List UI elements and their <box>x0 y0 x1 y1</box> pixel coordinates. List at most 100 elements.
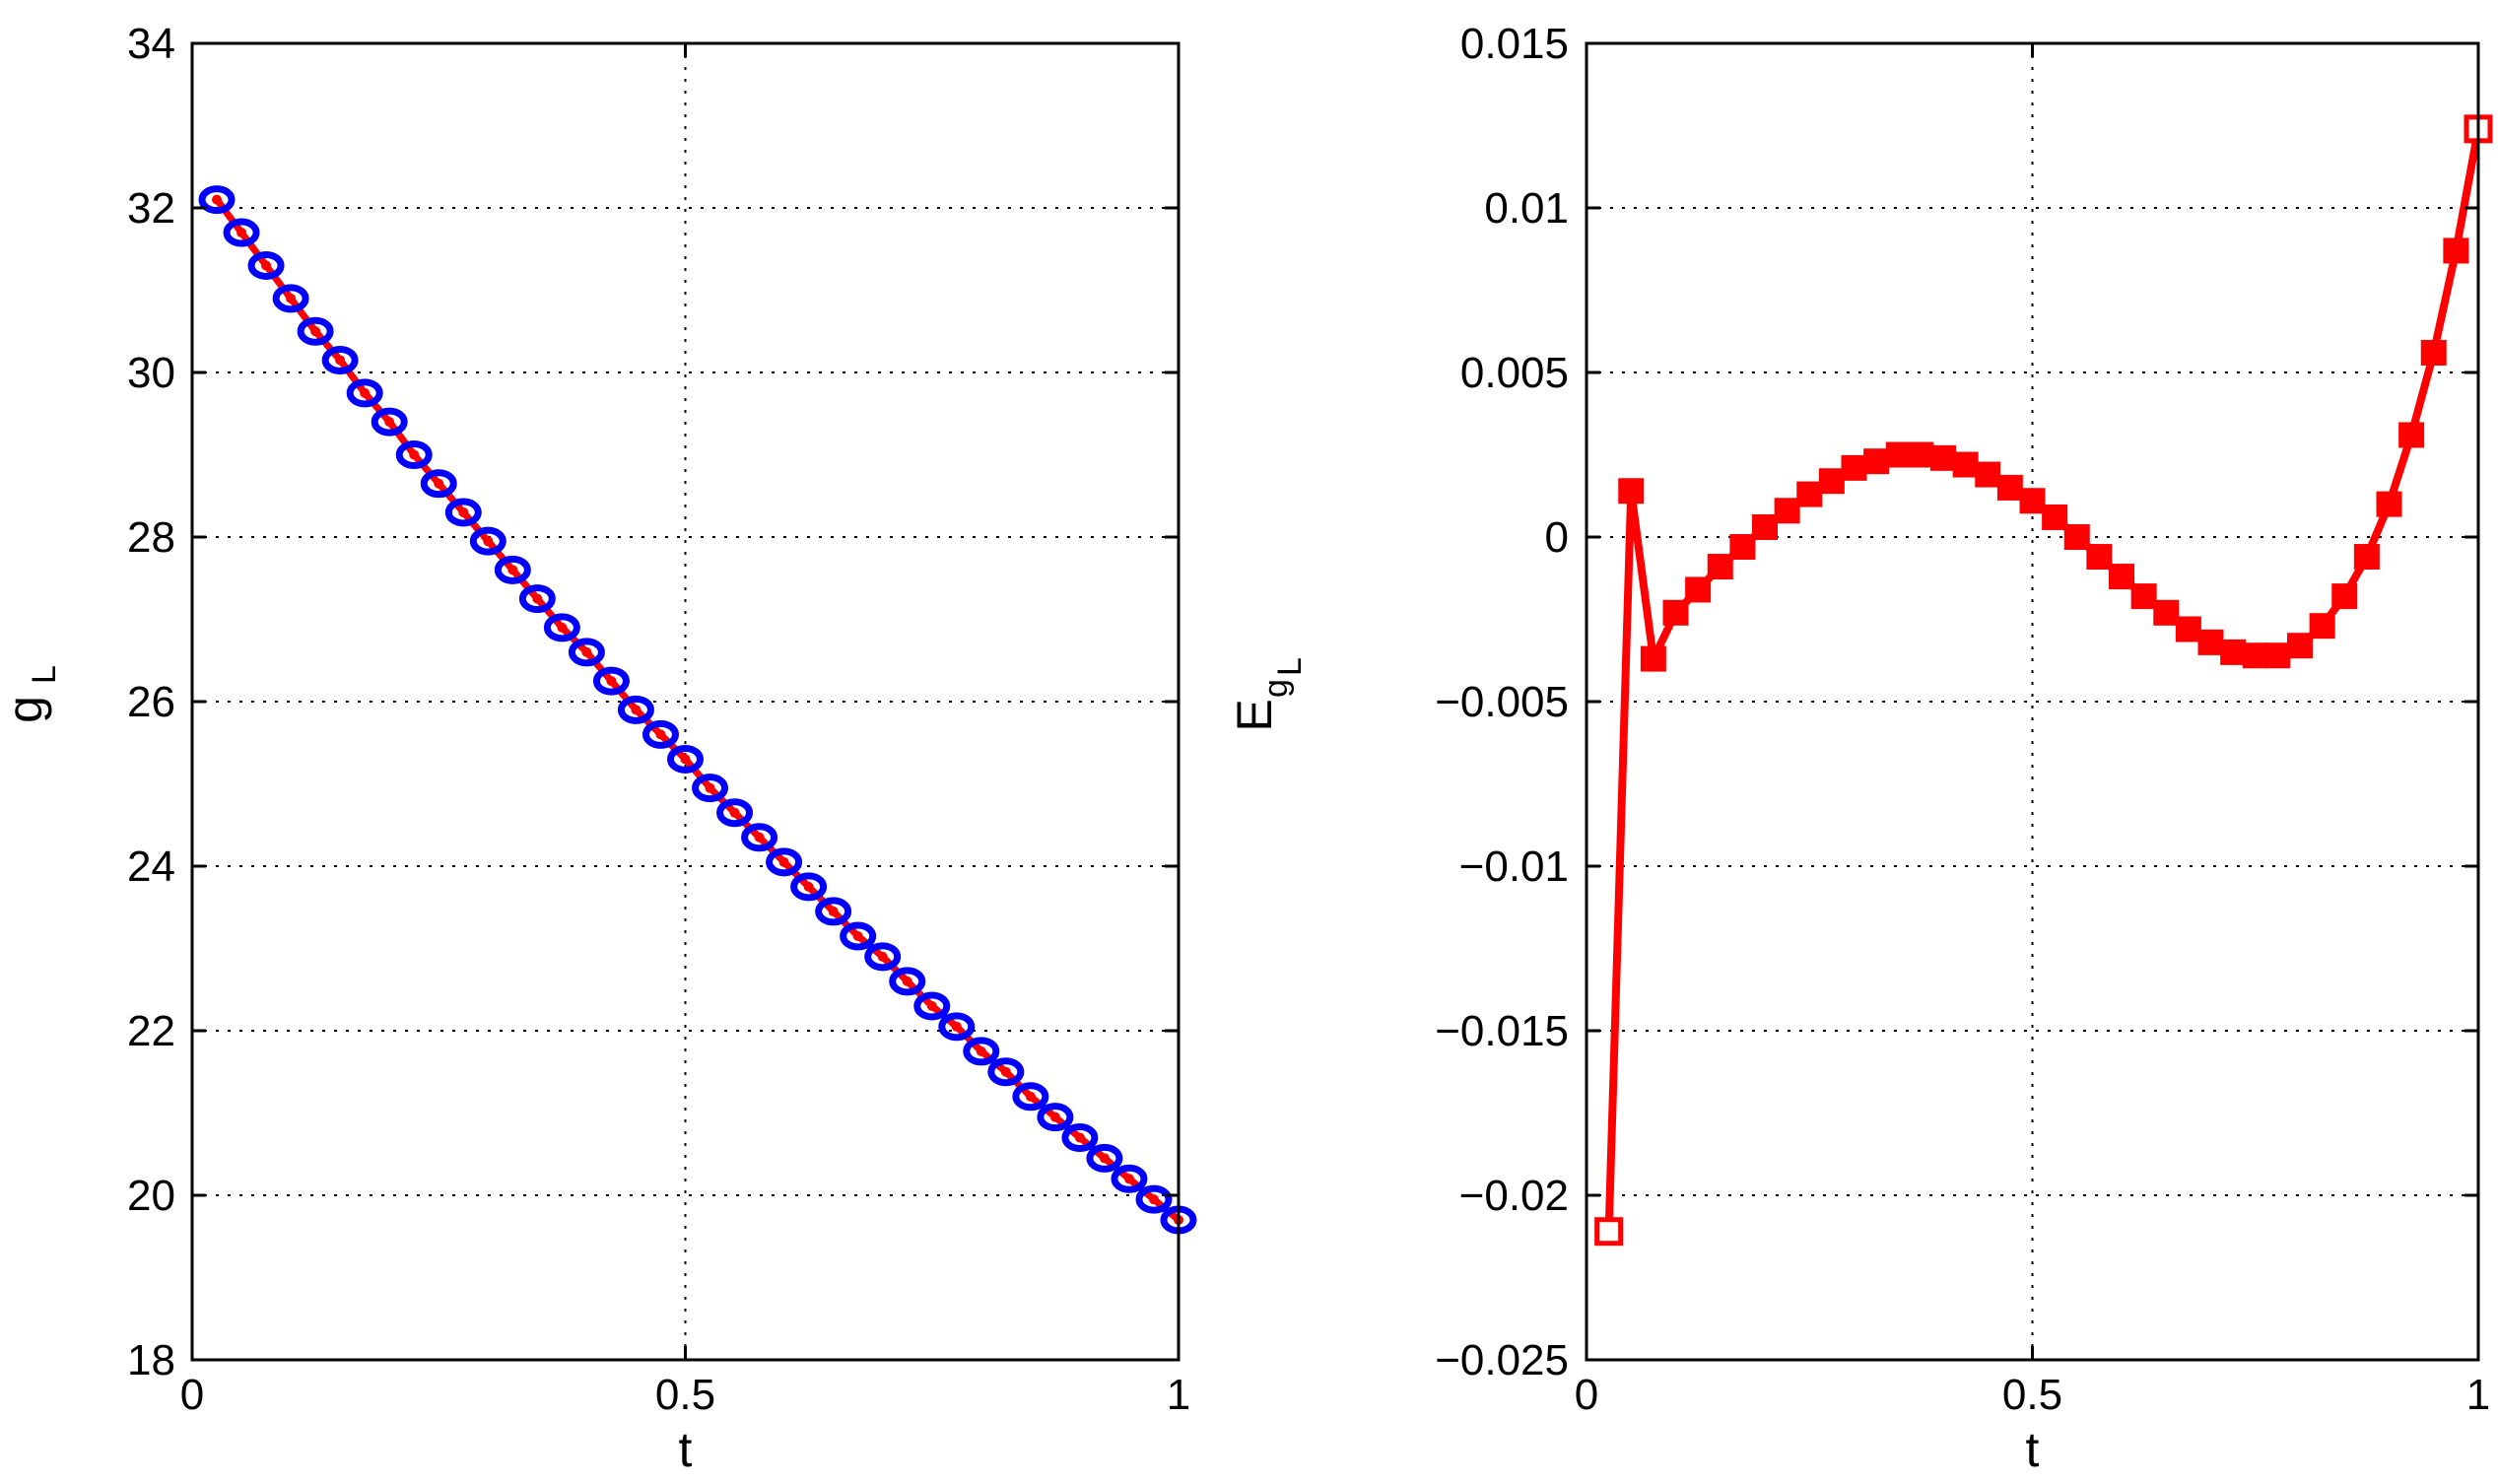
data-point-circle <box>864 942 902 972</box>
data-point-square <box>2153 599 2180 626</box>
data-point-dot <box>680 754 691 765</box>
y-tick-label: 0.005 <box>1460 349 1569 397</box>
data-point-square <box>1662 599 1689 626</box>
data-point-square <box>2353 544 2380 571</box>
y-tick-label: 18 <box>127 1336 175 1384</box>
data-point-square <box>2309 613 2335 640</box>
y-tick-label: 0.015 <box>1460 20 1569 68</box>
data-point-dot <box>261 260 272 271</box>
data-point-circle <box>766 847 803 877</box>
data-point-circle <box>469 526 506 556</box>
data-point-dot <box>581 646 592 657</box>
data-point-square <box>1818 468 1845 495</box>
data-point-circle <box>889 967 926 996</box>
data-point-dot <box>705 782 715 793</box>
data-point-square <box>1885 441 1912 468</box>
y-tick-label: −0.02 <box>1459 1172 1569 1220</box>
y-tick-label: −0.005 <box>1435 678 1569 726</box>
data-point-dot <box>384 417 395 428</box>
data-point-circle <box>1111 1164 1148 1193</box>
data-point-square <box>2063 524 2090 550</box>
data-point-square <box>2130 583 2157 610</box>
x-axis-label: t <box>679 1422 693 1477</box>
data-point-circle <box>494 555 531 584</box>
data-point-square <box>1685 576 1712 603</box>
data-point-circle <box>444 498 482 527</box>
series-line <box>214 197 1181 1223</box>
data-point-dot <box>976 1046 986 1056</box>
y-axis-label: gL <box>0 665 63 723</box>
data-point-dot <box>1025 1091 1036 1102</box>
y-axis-label: EgL <box>1227 657 1309 732</box>
y-tick-label: 30 <box>127 349 175 397</box>
x-axis-label: t <box>2026 1422 2040 1477</box>
data-point-dot <box>1123 1174 1134 1184</box>
data-point-circle <box>790 872 828 902</box>
y-axis-label-sub: L <box>26 665 63 684</box>
data-point-circle <box>272 284 309 313</box>
data-point-dot <box>852 930 863 941</box>
data-point-square <box>2287 633 2313 659</box>
data-point-dot <box>483 536 494 547</box>
y-axis-label-main: g <box>0 696 52 723</box>
data-point-circle <box>247 250 285 280</box>
x-tick-label: 0.5 <box>655 1371 715 1419</box>
data-point-circle <box>963 1037 1000 1066</box>
data-point-circle <box>1012 1082 1049 1112</box>
y-tick-label: 0 <box>1545 513 1569 562</box>
y-axis-label-main: E <box>1227 699 1282 731</box>
x-tick-label: 1 <box>1167 1371 1190 1419</box>
data-point-dot <box>409 449 420 460</box>
data-point-square <box>2242 642 2268 669</box>
data-point-square <box>1729 534 1756 561</box>
data-point-circle <box>346 378 383 408</box>
data-point-square <box>1908 441 1934 468</box>
data-point-circle <box>1135 1184 1173 1214</box>
data-point-square <box>2220 639 2247 665</box>
y-tick-label: −0.01 <box>1459 843 1569 891</box>
data-point-square <box>1640 645 1666 672</box>
data-point-dot <box>902 976 912 986</box>
data-point-dot <box>1074 1132 1085 1143</box>
data-point-square <box>2197 629 2224 655</box>
data-point-circle <box>617 695 654 724</box>
data-point-square <box>1841 454 1867 481</box>
data-point-circle <box>641 719 679 749</box>
data-point-dot <box>926 1000 937 1011</box>
data-point-dot <box>951 1021 962 1032</box>
data-point-dot <box>877 951 888 962</box>
y-tick-label: 0.01 <box>1484 184 1569 233</box>
data-point-circle <box>297 316 334 346</box>
y-tick-label: 20 <box>127 1172 175 1220</box>
data-point-circle <box>543 613 580 642</box>
plot-area <box>192 43 1179 1360</box>
data-point-circle <box>592 666 630 696</box>
y-tick-label: 34 <box>127 20 175 68</box>
data-point-dot <box>557 622 568 633</box>
data-point-dot <box>1000 1066 1011 1077</box>
data-point-dot <box>1049 1112 1060 1122</box>
data-point-dot <box>458 506 469 517</box>
data-point-square <box>1618 478 1645 505</box>
data-point-dot <box>335 355 346 366</box>
y-tick-label: −0.015 <box>1435 1007 1569 1055</box>
data-point-square <box>2019 488 2046 514</box>
data-point-dot <box>828 906 839 916</box>
data-point-square <box>1975 461 2001 488</box>
data-point-dot <box>631 705 641 715</box>
y-tick-label: 28 <box>127 513 175 562</box>
right-chart-error: 0 0.5 1 −0.025 −0.02 −0.015 −0.01 −0.005 0 0.005 0… <box>1227 20 2493 1477</box>
data-point-circle <box>716 798 754 828</box>
data-point-square <box>1996 474 2023 501</box>
data-point-square <box>1774 498 1800 524</box>
data-point-circle <box>692 774 729 803</box>
data-point-square <box>1952 451 1979 478</box>
x-tick-label: 1 <box>2466 1371 2490 1419</box>
data-point-dot <box>606 676 617 687</box>
data-point-square <box>2175 616 2201 642</box>
plot-area <box>1587 43 2478 1360</box>
data-point-square <box>1863 448 1890 475</box>
data-point-circle <box>987 1057 1025 1087</box>
data-point-square <box>2376 491 2402 517</box>
data-point-square <box>2420 339 2447 366</box>
